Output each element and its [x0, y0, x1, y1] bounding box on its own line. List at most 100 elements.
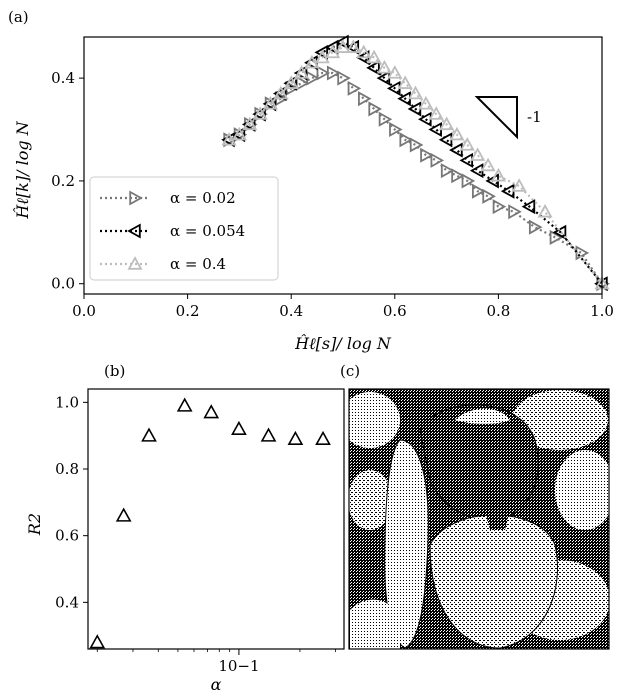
data-point — [508, 204, 522, 220]
legend-marker-icon — [127, 256, 143, 270]
y-tick-label: 0.2 — [51, 172, 75, 190]
panel-a-ylabel: Ĥℓ[k]/ log N — [12, 120, 32, 219]
data-point — [376, 59, 392, 74]
data-point — [252, 106, 268, 120]
data-point — [397, 75, 413, 89]
data-point — [378, 111, 393, 127]
data-point — [231, 420, 247, 436]
data-point — [549, 229, 564, 245]
x-tick-label: 0.4 — [279, 302, 303, 320]
data-point — [521, 199, 536, 215]
data-point — [231, 127, 246, 143]
panel-label-a: (a) — [8, 8, 29, 26]
panel-label-b: (b) — [104, 362, 125, 380]
slope-triangle-icon — [474, 96, 518, 140]
data-point — [272, 86, 287, 102]
data-point — [141, 427, 157, 442]
data-point — [315, 430, 331, 446]
series-line — [228, 40, 603, 285]
y-tick-label: 0.6 — [55, 527, 79, 545]
legend-label: α = 0.02 — [170, 189, 236, 207]
data-point — [260, 427, 277, 442]
data-point — [283, 75, 299, 89]
y-tick-label: 0.0 — [51, 275, 75, 293]
data-point — [480, 157, 496, 172]
pepper-stem — [485, 498, 510, 530]
panel-b-frame — [87, 388, 345, 650]
data-point — [221, 131, 237, 146]
pepper-shape — [350, 599, 400, 649]
data-point — [337, 70, 351, 86]
data-point — [287, 430, 304, 446]
data-point — [314, 49, 330, 64]
data-point — [262, 96, 277, 112]
slope-annotation: -1 — [527, 108, 542, 126]
panel-a-frame — [83, 36, 603, 295]
data-point — [368, 101, 382, 117]
x-tick-label: 10−1 — [218, 657, 259, 675]
series-2 — [221, 39, 610, 290]
legend-marker-icon — [129, 190, 143, 206]
data-point — [449, 126, 465, 141]
data-point — [325, 44, 341, 59]
data-point — [399, 132, 414, 148]
data-point — [273, 85, 289, 100]
data-point — [428, 106, 444, 120]
data-point — [511, 178, 527, 192]
pepper-highlight — [455, 408, 510, 424]
legend-marker-icon — [127, 223, 141, 239]
panel-b-ylabel: R2 — [25, 513, 44, 536]
panel-a-xlabel: Ĥℓ[s]/ log N — [294, 333, 392, 353]
data-point — [242, 116, 258, 131]
data-point — [347, 80, 362, 96]
data-point — [262, 95, 279, 110]
data-point — [324, 39, 339, 55]
data-point — [528, 219, 543, 235]
data-point — [366, 60, 380, 76]
y-tick-label: 0.4 — [55, 593, 79, 611]
pepper-shape — [349, 470, 392, 530]
data-point — [461, 173, 476, 189]
data-point — [420, 147, 434, 163]
data-point — [335, 39, 351, 53]
data-point — [407, 85, 424, 100]
data-point — [492, 199, 507, 215]
data-point — [89, 634, 106, 649]
x-tick-label: 0.8 — [486, 302, 510, 320]
data-point — [389, 121, 403, 138]
data-point — [358, 91, 372, 107]
data-point — [537, 203, 553, 218]
data-point — [356, 44, 372, 59]
data-point — [482, 188, 496, 204]
data-point — [470, 147, 486, 161]
data-point — [294, 65, 310, 79]
data-point — [115, 507, 132, 522]
x-tick-label: 0.0 — [72, 302, 96, 320]
series-line — [228, 71, 603, 285]
data-point — [459, 137, 475, 151]
x-tick-label: 1.0 — [590, 302, 614, 320]
series-1 — [221, 34, 608, 292]
data-point — [283, 75, 297, 91]
data-point — [241, 116, 256, 132]
legend: α = 0.02 α = 0.054 α = 0.4 — [89, 176, 279, 281]
legend-label: α = 0.4 — [170, 255, 226, 273]
data-point — [203, 404, 220, 419]
data-point — [439, 116, 455, 131]
data-point — [326, 65, 341, 81]
legend-label: α = 0.054 — [170, 222, 245, 240]
panel-c-frame — [348, 388, 610, 650]
data-point — [387, 65, 403, 79]
data-point — [231, 126, 247, 141]
data-point — [304, 54, 320, 69]
legend-box — [89, 176, 279, 281]
panel-a-chart: 0.0 0.2 0.4 0.6 0.8 1.0 0.0 0.2 0.4 -1 α = 0.02… — [12, 34, 614, 353]
x-tick-label: 0.6 — [383, 302, 407, 320]
data-point — [176, 397, 193, 412]
data-point — [440, 163, 455, 179]
pepper-shape — [384, 439, 429, 649]
data-point — [430, 152, 445, 168]
data-point — [451, 168, 465, 184]
data-point — [345, 39, 360, 55]
